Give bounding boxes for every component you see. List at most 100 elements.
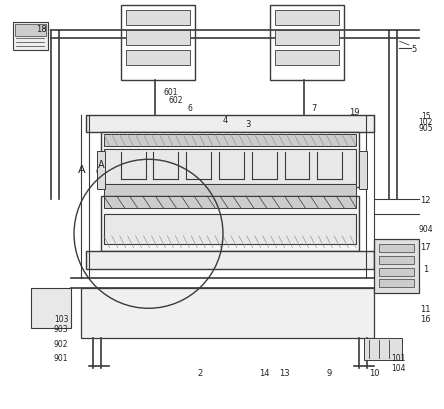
Circle shape [311, 295, 314, 298]
Text: 905: 905 [418, 124, 433, 133]
Text: 901: 901 [54, 354, 68, 362]
Circle shape [102, 323, 105, 326]
Circle shape [359, 168, 367, 176]
Circle shape [326, 309, 329, 312]
Circle shape [266, 323, 269, 326]
Bar [275, 11, 339, 26]
Text: 4: 4 [222, 116, 228, 125]
Text: 7: 7 [312, 104, 317, 113]
Text: 17: 17 [420, 243, 431, 252]
Text: 12: 12 [420, 195, 431, 204]
Text: 9: 9 [327, 369, 332, 378]
Text: 14: 14 [259, 369, 270, 378]
Text: 101: 101 [392, 354, 406, 362]
Text: 5: 5 [411, 45, 416, 54]
Text: 903: 903 [54, 324, 68, 333]
Text: 18: 18 [36, 25, 47, 34]
Bar [86, 115, 374, 133]
Circle shape [192, 309, 194, 312]
Circle shape [296, 295, 299, 298]
Bar [379, 244, 414, 252]
Bar [101, 197, 359, 251]
Circle shape [311, 323, 314, 326]
Circle shape [192, 295, 194, 298]
Circle shape [43, 296, 59, 312]
Circle shape [251, 323, 254, 326]
Circle shape [266, 309, 269, 312]
Circle shape [281, 295, 284, 298]
Bar [364, 338, 402, 360]
Bar [31, 289, 71, 328]
Circle shape [296, 309, 299, 312]
Circle shape [236, 323, 239, 326]
Bar [16, 25, 46, 37]
Circle shape [326, 323, 329, 326]
Circle shape [162, 295, 165, 298]
Circle shape [281, 309, 284, 312]
Circle shape [87, 309, 91, 312]
Text: 3: 3 [245, 120, 250, 129]
Circle shape [117, 309, 120, 312]
Circle shape [177, 309, 180, 312]
Circle shape [341, 309, 344, 312]
Circle shape [97, 168, 105, 176]
Text: 601: 601 [163, 88, 178, 97]
Bar [126, 51, 190, 66]
Circle shape [222, 309, 225, 312]
Bar [374, 239, 419, 294]
Circle shape [87, 295, 91, 298]
Circle shape [102, 309, 105, 312]
Circle shape [132, 309, 135, 312]
Text: A: A [78, 165, 86, 175]
Bar [379, 280, 414, 288]
Bar [104, 135, 356, 147]
Circle shape [177, 323, 180, 326]
Circle shape [311, 309, 314, 312]
Circle shape [132, 295, 135, 298]
Bar [97, 152, 105, 190]
Circle shape [147, 295, 150, 298]
Circle shape [206, 323, 210, 326]
Circle shape [206, 295, 210, 298]
Circle shape [45, 315, 57, 326]
Bar [81, 289, 374, 338]
Circle shape [117, 295, 120, 298]
Text: 103: 103 [54, 314, 68, 323]
Bar [379, 256, 414, 264]
Circle shape [117, 323, 120, 326]
Circle shape [147, 309, 150, 312]
Bar [275, 51, 339, 66]
Circle shape [222, 295, 225, 298]
Text: 602: 602 [168, 96, 182, 105]
Bar [379, 268, 414, 276]
Circle shape [162, 323, 165, 326]
Bar [126, 31, 190, 46]
Bar [86, 251, 374, 269]
Circle shape [222, 323, 225, 326]
Circle shape [87, 323, 91, 326]
Text: 11: 11 [420, 304, 431, 313]
Circle shape [206, 309, 210, 312]
Bar [104, 214, 356, 244]
Bar [104, 185, 356, 197]
Bar [359, 152, 367, 190]
Bar [104, 197, 356, 209]
Circle shape [147, 323, 150, 326]
Circle shape [102, 295, 105, 298]
Circle shape [132, 323, 135, 326]
Text: 902: 902 [54, 339, 68, 348]
Circle shape [326, 295, 329, 298]
Circle shape [296, 323, 299, 326]
Text: 904: 904 [418, 225, 433, 234]
Text: 19: 19 [349, 108, 359, 117]
Text: 15: 15 [421, 112, 430, 121]
Circle shape [266, 295, 269, 298]
Text: 102: 102 [418, 118, 433, 127]
Text: 104: 104 [392, 364, 406, 373]
Circle shape [192, 323, 194, 326]
Circle shape [251, 309, 254, 312]
Circle shape [281, 323, 284, 326]
Bar [275, 31, 339, 46]
Text: A: A [98, 160, 104, 170]
Bar [104, 150, 356, 185]
